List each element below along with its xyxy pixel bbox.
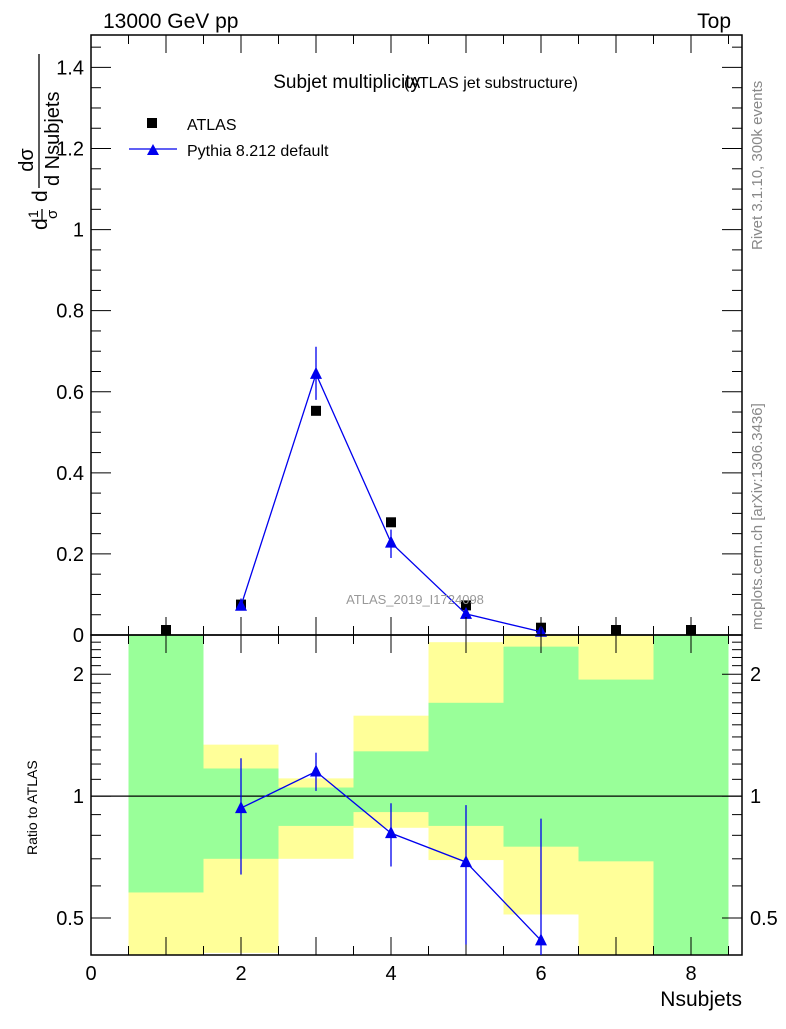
ratio-pythia-point — [535, 933, 547, 946]
x-axis-label: Nsubjets — [660, 988, 742, 1011]
ratio-pythia-point — [235, 801, 247, 814]
legend-atlas-marker — [147, 118, 157, 128]
header-left: 13000 GeV pp — [103, 10, 238, 33]
header-right: Top — [697, 10, 731, 33]
x-tick-label: 6 — [535, 963, 546, 985]
y-tick-label: 0.2 — [56, 544, 84, 566]
x-tick-label: 0 — [85, 963, 96, 985]
pythia-point — [310, 366, 322, 379]
legend-atlas-label: ATLAS — [187, 117, 237, 134]
ratio-y-tick-label-right: 1 — [750, 786, 761, 808]
ratio-y-tick-label: 1 — [73, 786, 84, 808]
ylabel-sigma: σ — [44, 209, 61, 219]
y-tick-label: 0.8 — [56, 301, 84, 323]
chart-subtitle: (ATLAS jet substructure) — [404, 75, 578, 92]
y-tick-label: 1.4 — [56, 57, 84, 79]
ylabel-d: d — [29, 218, 52, 230]
ratio-y-tick-label-right: 0.5 — [750, 908, 778, 930]
ratio-y-tick-label: 0.5 — [56, 908, 84, 930]
y-axis-label-main: d 1 σ d dσ d Nsubjets — [16, 54, 64, 230]
ratio-pythia-point — [460, 855, 472, 868]
ratio-y-tick-label: 2 — [73, 664, 84, 686]
y-axis-label-ratio: Ratio to ATLAS — [24, 760, 40, 855]
ylabel-d2: d — [29, 190, 52, 202]
atlas-point — [461, 600, 471, 611]
x-tick-label: 2 — [235, 963, 246, 985]
band-green — [578, 679, 654, 862]
rivet-info: Rivet 3.1.10, 300k events — [749, 81, 766, 250]
ylabel-dN: d Nsubjets — [42, 92, 64, 187]
pythia-point — [235, 598, 247, 611]
ylabel-one: 1 — [25, 210, 41, 218]
band-green — [128, 635, 204, 893]
ylabel-dsigma: dσ — [16, 148, 38, 172]
pythia-point — [385, 535, 397, 548]
band-green — [503, 646, 579, 847]
atlas-point — [386, 517, 396, 528]
x-tick-label: 8 — [685, 963, 696, 985]
band-green — [653, 635, 729, 955]
band-green — [353, 751, 429, 813]
y-tick-label: 0 — [73, 625, 84, 647]
y-tick-label: 0.6 — [56, 382, 84, 404]
band-green — [278, 787, 354, 826]
pythia-point — [460, 606, 472, 619]
y-tick-label: 0.4 — [56, 463, 84, 485]
ratio-frame — [90, 634, 743, 956]
legend-pythia-label: Pythia 8.212 default — [187, 143, 329, 160]
ratio-pythia-point — [310, 764, 322, 777]
ratio-pythia-point — [385, 826, 397, 839]
atlas-point — [311, 405, 321, 416]
x-tick-label: 4 — [385, 963, 396, 985]
legend-pythia-marker — [147, 144, 159, 155]
mcplots-info: mcplots.cern.ch [arXiv:1306.3436] — [749, 403, 766, 630]
y-tick-label: 1.2 — [56, 139, 84, 161]
ratio-y-tick-label-right: 2 — [750, 664, 761, 686]
chart-title: Subjet multiplicity — [273, 72, 420, 93]
y-tick-label: 1 — [73, 220, 84, 242]
watermark: ATLAS_2019_I1724098 — [346, 592, 484, 607]
